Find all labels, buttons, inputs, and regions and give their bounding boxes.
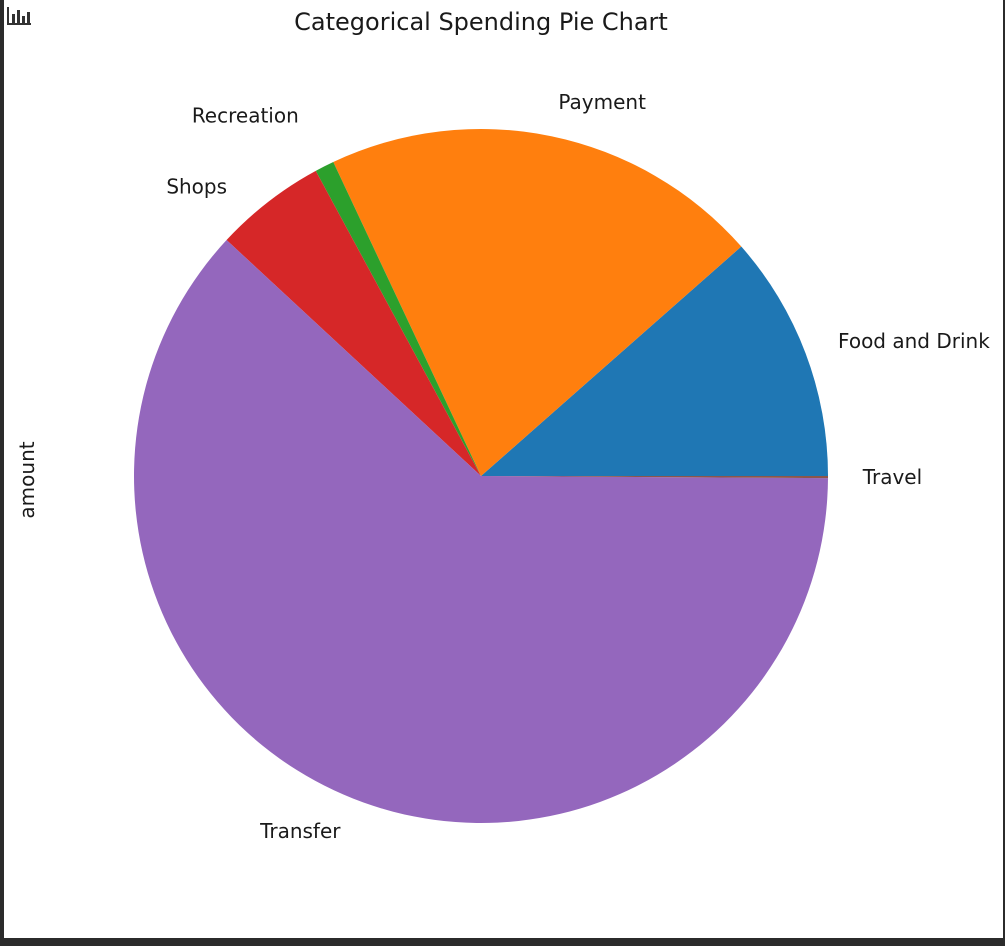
pie-labels: Food and Drink Payment Recreation Shops Tran…	[166, 90, 990, 843]
pie-slice-recreation	[315, 162, 481, 476]
pie-label-recreation: Recreation	[192, 103, 299, 127]
bar-chart-icon[interactable]	[6, 4, 32, 26]
pie-slice-payment	[333, 129, 742, 476]
chart-title: Categorical Spending Pie Chart	[294, 8, 668, 36]
pie-slice-shops	[226, 170, 481, 476]
pie-label-payment: Payment	[558, 90, 646, 114]
pie-label-shops: Shops	[166, 174, 227, 198]
pie-label-travel: Travel	[862, 465, 922, 489]
pie-slice-food-and-drink	[481, 246, 828, 476]
pie-slice-transfer	[133, 240, 828, 824]
y-axis-label: amount	[15, 441, 39, 518]
pie-slices	[133, 129, 828, 824]
pie-slice-travel	[481, 476, 828, 479]
pie-label-food-and-drink: Food and Drink	[838, 329, 990, 353]
pie-label-transfer: Transfer	[259, 819, 341, 843]
